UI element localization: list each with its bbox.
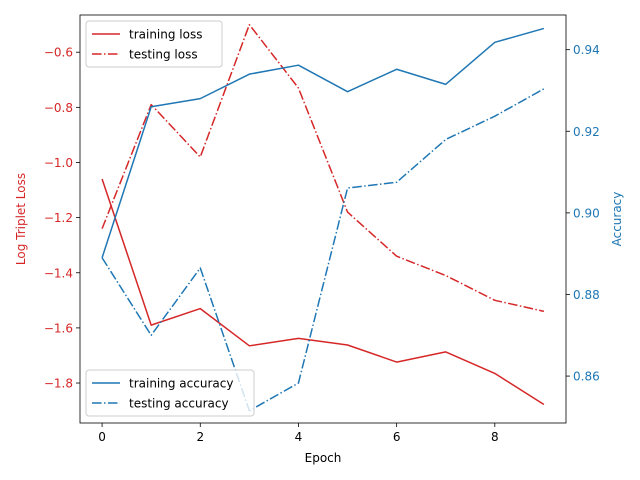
right-tick-label: 0.90 — [573, 206, 600, 220]
legend-label: training loss — [129, 28, 202, 42]
right-tick-label: 0.94 — [573, 43, 600, 57]
left-tick-label: −1.8 — [44, 377, 73, 391]
left-tick-label: −1.4 — [44, 266, 73, 280]
series-line-training-accuracy — [101, 27, 545, 258]
x-tick-label: 0 — [98, 430, 106, 444]
x-tick-label: 6 — [393, 430, 401, 444]
left-axis-label: Log Triplet Loss — [14, 173, 28, 265]
left-tick-label: −0.8 — [44, 101, 73, 115]
legend-box — [85, 369, 255, 417]
x-tick-label: 8 — [491, 430, 499, 444]
x-tick-label: 2 — [196, 430, 204, 444]
legend-label: testing accuracy — [129, 397, 229, 411]
right-axis-label: Accuracy — [610, 192, 624, 247]
x-axis-label: Epoch — [305, 451, 342, 465]
right-tick-label: 0.86 — [573, 370, 600, 384]
left-tick-label: −0.6 — [44, 46, 73, 60]
legend-top-left: training loss testing loss — [85, 20, 223, 68]
series-line-training-loss — [101, 178, 545, 406]
x-tick-label: 4 — [295, 430, 303, 444]
left-tick-label: −1.6 — [44, 321, 73, 335]
right-tick-label: 0.88 — [573, 288, 600, 302]
series-line-testing-loss — [101, 23, 545, 313]
left-tick-label: −1.2 — [44, 211, 73, 225]
plot-area — [101, 23, 545, 412]
plot-frame — [79, 14, 567, 424]
legend-label: training accuracy — [129, 377, 233, 391]
legend-bottom-left: training accuracy testing accuracy — [85, 369, 255, 417]
legend-box — [85, 20, 223, 68]
series-line-testing-accuracy — [101, 88, 545, 412]
left-tick-label: −1.0 — [44, 156, 73, 170]
axes: 0 2 4 6 8 Epoch −1.8 −1.6 −1.4 −1.2 −1.0 −0.8 −0.6 Lo… — [14, 14, 624, 465]
legend-label: testing loss — [129, 48, 198, 62]
right-tick-label: 0.92 — [573, 125, 600, 139]
legends: training loss testing loss training accura… — [85, 20, 255, 417]
